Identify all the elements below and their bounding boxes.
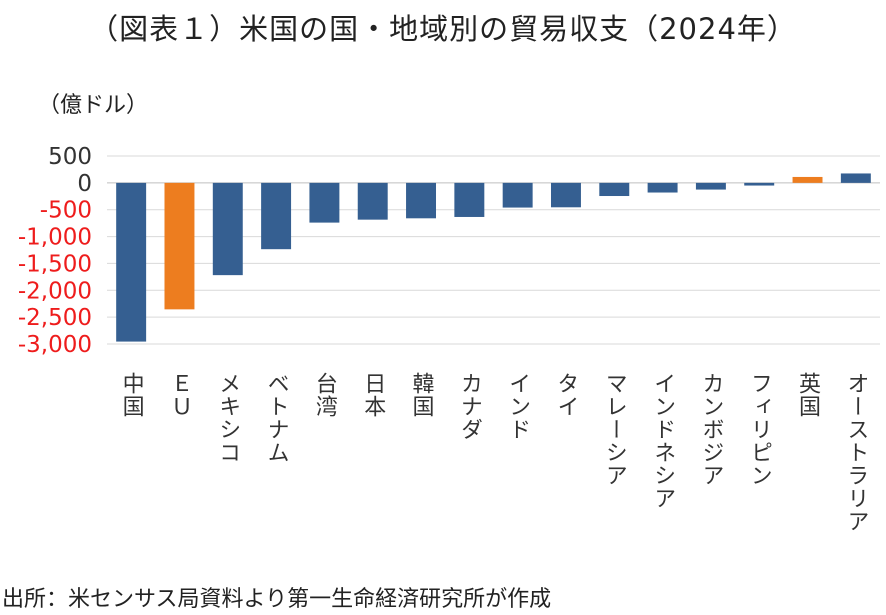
y-tick-label: -1,000 <box>18 225 92 251</box>
source-note: 出所：米センサス局資料より第一生命経済研究所が作成 <box>2 587 552 612</box>
bar <box>212 182 243 276</box>
bar <box>599 182 630 197</box>
x-tick-label: インドネシア <box>650 372 675 510</box>
x-tick-label: 韓国 <box>409 372 435 418</box>
bar <box>309 182 340 223</box>
y-tick-label: -2,000 <box>18 278 92 304</box>
y-tick-label: -3,000 <box>18 332 92 358</box>
bar <box>792 176 823 183</box>
bar <box>502 182 533 208</box>
x-tick-label: インド <box>505 372 530 441</box>
x-tick-label: 台湾 <box>312 372 338 418</box>
bar <box>695 182 726 190</box>
x-tick-label: タイ <box>553 372 578 418</box>
bar <box>116 182 147 342</box>
y-tick-label: 500 <box>48 144 92 170</box>
y-axis-label: （億ドル） <box>38 93 148 118</box>
y-tick-label: -1,500 <box>18 251 92 277</box>
bar <box>550 182 581 208</box>
x-tick-label: カナダ <box>457 372 482 441</box>
bar <box>454 182 485 217</box>
x-tick-label: メキシコ <box>215 372 240 464</box>
chart-title: （図表１）米国の国・地域別の貿易収支（2024年） <box>89 12 797 46</box>
bar <box>840 173 871 183</box>
x-tick-label: マレーシア <box>602 372 627 487</box>
bar <box>744 182 775 186</box>
x-tick-label: カンボジア <box>698 372 723 487</box>
x-tick-label: オーストラリア <box>843 372 868 533</box>
x-tick-label: 日本 <box>360 372 386 418</box>
bar <box>164 182 195 310</box>
y-tick-label: -2,500 <box>18 305 92 331</box>
y-tick-label: 0 <box>77 171 92 197</box>
bar <box>357 182 388 220</box>
bar <box>647 182 678 193</box>
x-tick-label: ベトナム <box>264 372 289 464</box>
x-tick-label: ＥＵ <box>167 372 192 418</box>
bar <box>406 182 437 219</box>
y-tick-label: -500 <box>40 198 92 224</box>
x-tick-label: 中国 <box>119 372 144 418</box>
bar <box>261 182 292 250</box>
x-tick-label: フィリピン <box>747 372 772 487</box>
x-tick-label: 英国 <box>795 372 821 418</box>
